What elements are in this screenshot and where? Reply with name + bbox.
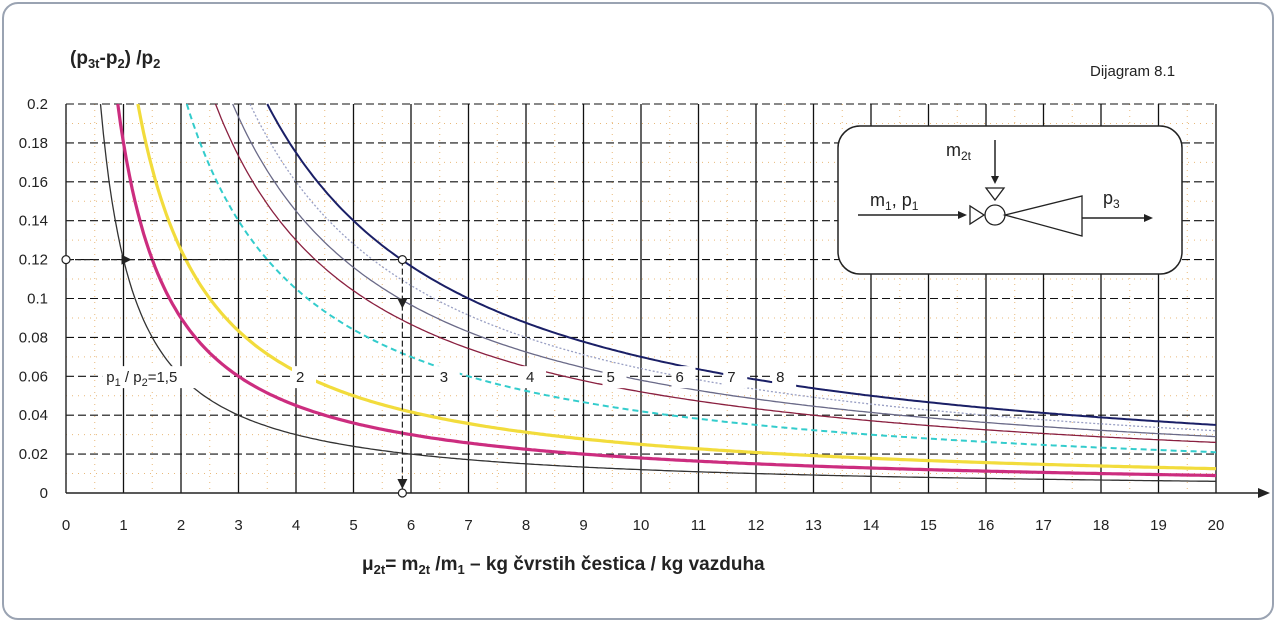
example-end-marker	[397, 488, 407, 498]
example-start-marker	[61, 255, 71, 265]
curve-label: 5	[607, 369, 615, 386]
schematic-valve-left	[969, 204, 986, 226]
example-arrowhead-down	[397, 298, 408, 309]
schematic-box	[837, 125, 1183, 275]
schematic-m2t-arrowhead	[991, 176, 999, 184]
y-tick-label: 0.08	[19, 329, 48, 346]
series-line-4	[185, 103, 1217, 454]
y-tick-label: 0.18	[19, 135, 48, 152]
schematic-inlet-arrowhead	[958, 211, 967, 219]
y-tick-label: 0.02	[19, 446, 48, 463]
curve-label-bg	[671, 366, 696, 389]
example-intersection-marker	[397, 255, 407, 265]
curve-label: 6	[676, 369, 684, 386]
x-axis-arrowhead	[1258, 488, 1270, 498]
example-arrowhead-bottom	[397, 479, 408, 489]
x-tick-label: 10	[633, 517, 650, 534]
x-tick-label: 1	[119, 517, 127, 534]
curve-label-bg	[435, 366, 460, 389]
x-tick-label: 11	[691, 517, 707, 534]
curve-label: 7	[727, 369, 735, 386]
curve-label-bg	[522, 366, 546, 389]
x-tick-label: 3	[234, 517, 242, 534]
schematic-p3-label: p3	[1103, 188, 1120, 211]
y-tick-label: 0.16	[19, 174, 48, 191]
curve-label: 2	[296, 369, 304, 386]
schematic-m1p1-label: m1, p1	[870, 190, 919, 213]
curve-label-bg	[602, 366, 627, 389]
y-tick-label: 0.1	[27, 291, 48, 308]
x-tick-label: 8	[522, 517, 530, 534]
x-tick-label: 15	[920, 517, 937, 534]
y-tick-label: 0.2	[27, 96, 48, 113]
schematic-inset: m2t m1, p1 p3	[837, 125, 1183, 275]
series-line-5	[214, 103, 1217, 444]
x-tick-label: 18	[1093, 517, 1110, 534]
x-tick-label: 16	[978, 517, 995, 534]
x-tick-label: 20	[1208, 517, 1225, 534]
x-tick-label: 2	[177, 517, 185, 534]
series-line-2	[116, 103, 1216, 478]
curve-label: 8	[776, 369, 784, 386]
x-tick-label: 9	[579, 517, 587, 534]
schematic-valve-top	[984, 187, 1006, 202]
curve-label: 3	[440, 369, 448, 386]
schematic-diffuser	[1002, 195, 1083, 237]
y-tick-label: 0	[40, 485, 48, 502]
x-tick-label: 5	[349, 517, 357, 534]
x-tick-label: 4	[292, 517, 300, 534]
schematic-outlet-arrowhead	[1144, 214, 1153, 222]
y-tick-label: 0.04	[19, 407, 48, 424]
chart-title: Dijagram 8.1	[1090, 63, 1175, 80]
x-axis-label: μ2t= m2t /m1 – kg čvrstih čestica / kg v…	[362, 554, 765, 577]
x-tick-label: 6	[407, 517, 415, 534]
curve-label-bg	[772, 366, 797, 389]
y-axis-label: (p3t-p2) /p2	[70, 48, 160, 71]
series-line-1,5	[99, 103, 1216, 482]
curve-label-bg	[292, 366, 316, 389]
schematic-m2t-label: m2t	[946, 140, 972, 163]
x-tick-label: 13	[805, 517, 822, 534]
series-line-3	[136, 103, 1217, 471]
y-tick-label: 0.06	[19, 368, 48, 385]
x-tick-label: 14	[863, 517, 880, 534]
x-tick-label: 19	[1150, 517, 1167, 534]
x-tick-label: 7	[464, 517, 472, 534]
curve-label: p1 / p2=1,5	[106, 369, 177, 389]
curve-label-bg	[723, 366, 748, 389]
y-tick-label: 0.12	[19, 252, 48, 269]
curve-label-bg	[102, 366, 223, 389]
example-arrowhead-right	[121, 254, 132, 265]
y-tick-label: 0.14	[19, 213, 48, 230]
x-tick-label: 17	[1035, 517, 1052, 534]
curve-label: 4	[526, 369, 534, 386]
x-tick-label: 0	[62, 517, 70, 534]
schematic-mixer	[984, 204, 1006, 226]
series-line-6	[232, 103, 1217, 438]
x-tick-label: 12	[748, 517, 765, 534]
